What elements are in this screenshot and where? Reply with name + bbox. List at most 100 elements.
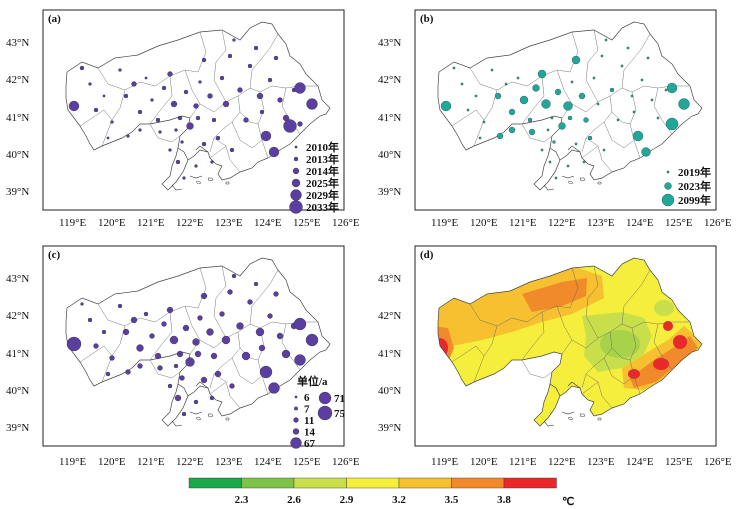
coastline-detail xyxy=(171,145,209,191)
lon-tick: 125°E xyxy=(665,217,693,229)
station-marker xyxy=(508,126,516,134)
station-marker xyxy=(253,45,259,51)
station-marker xyxy=(210,160,214,164)
legend-symbol xyxy=(290,437,302,449)
legend-symbol xyxy=(293,156,299,162)
station-marker xyxy=(554,88,562,96)
station-marker xyxy=(201,57,207,63)
station-marker xyxy=(154,352,162,360)
station-marker xyxy=(646,56,650,60)
stations-a xyxy=(68,38,318,180)
lat-ticks-d: 43°N 42°N 41°N 40°N 39°N xyxy=(378,273,401,434)
lon-tick: 126°E xyxy=(704,217,732,229)
station-marker xyxy=(630,94,634,98)
station-marker xyxy=(194,350,202,358)
station-marker xyxy=(186,122,194,130)
lon-tick: 122°E xyxy=(548,217,576,229)
legend-label: 67 xyxy=(304,438,316,450)
station-marker xyxy=(566,164,570,168)
station-marker xyxy=(567,115,573,121)
station-marker xyxy=(293,317,307,331)
lon-tick: 120°E xyxy=(98,217,126,229)
panel-c-label: (c) xyxy=(48,249,61,261)
station-marker xyxy=(532,84,540,92)
station-marker xyxy=(150,98,154,102)
station-marker xyxy=(195,115,201,121)
station-marker xyxy=(170,100,178,108)
station-marker xyxy=(215,135,221,141)
lat-tick: 42°N xyxy=(378,74,401,86)
station-marker xyxy=(175,159,181,165)
station-marker xyxy=(283,119,297,133)
station-marker xyxy=(192,338,200,346)
station-marker xyxy=(268,382,280,394)
station-marker xyxy=(632,130,644,142)
legend-label: 2023年 xyxy=(678,179,711,193)
station-marker xyxy=(563,101,573,111)
legend-label: 71 xyxy=(334,393,345,405)
station-marker xyxy=(496,132,504,140)
lon-tick: 121°E xyxy=(137,456,165,468)
lat-ticks-c: 43°N 42°N 41°N 40°N 39°N xyxy=(6,273,29,434)
lon-tick: 126°E xyxy=(332,217,360,229)
lon-ticks-d: 119°E 120°E 121°E 122°E 123°E 124°E 125°… xyxy=(431,456,732,468)
station-marker xyxy=(173,363,179,369)
station-marker xyxy=(144,76,148,80)
station-marker xyxy=(620,64,624,68)
colorbar-tick: 2.6 xyxy=(287,494,301,506)
colorbar-segment xyxy=(503,477,557,489)
legend-label: 2033年 xyxy=(306,200,339,214)
station-marker xyxy=(641,147,651,157)
station-marker xyxy=(277,97,283,103)
station-marker xyxy=(183,89,189,95)
station-marker xyxy=(600,54,604,58)
station-marker xyxy=(305,333,319,347)
lon-tick: 124°E xyxy=(254,217,282,229)
station-marker xyxy=(460,82,464,86)
station-marker xyxy=(604,38,608,42)
station-marker xyxy=(88,82,92,86)
station-marker xyxy=(294,354,306,366)
station-marker xyxy=(268,146,280,158)
lon-tick: 125°E xyxy=(293,456,321,468)
lon-ticks-c: 119°E 120°E 121°E 122°E 123°E 124°E 125°… xyxy=(59,456,360,468)
lon-tick: 124°E xyxy=(626,456,654,468)
station-marker xyxy=(482,120,486,124)
station-marker xyxy=(126,134,130,138)
station-marker xyxy=(237,87,243,93)
station-marker xyxy=(101,329,107,335)
station-marker xyxy=(136,344,144,352)
lon-tick: 120°E xyxy=(470,217,498,229)
station-marker xyxy=(110,120,114,124)
lat-tick: 40°N xyxy=(378,385,401,397)
lat-tick: 43°N xyxy=(6,37,29,49)
station-marker xyxy=(207,93,213,99)
legend-symbol xyxy=(289,200,303,214)
station-marker xyxy=(167,71,173,77)
station-marker xyxy=(105,371,111,377)
lon-tick: 121°E xyxy=(509,217,537,229)
lon-tick: 123°E xyxy=(215,217,243,229)
station-marker xyxy=(253,281,259,287)
legend-symbol xyxy=(294,145,298,149)
lon-tick: 123°E xyxy=(587,456,615,468)
station-marker xyxy=(519,95,529,105)
station-marker xyxy=(541,99,551,109)
station-marker xyxy=(169,335,179,345)
colorbar-segment xyxy=(293,477,347,489)
station-marker xyxy=(174,394,182,402)
station-marker xyxy=(155,117,161,123)
station-marker xyxy=(267,313,273,319)
station-marker xyxy=(200,376,208,384)
station-marker xyxy=(587,135,593,141)
station-marker xyxy=(197,315,203,321)
legend-label: 11 xyxy=(304,415,314,427)
legend-label: 2025年 xyxy=(306,176,339,190)
lon-tick: 122°E xyxy=(548,456,576,468)
station-marker xyxy=(206,328,214,336)
station-marker xyxy=(161,85,167,91)
zone-peak-se3 xyxy=(673,335,687,349)
zone-peak-se1 xyxy=(653,358,669,370)
legend-symbol xyxy=(318,391,332,405)
